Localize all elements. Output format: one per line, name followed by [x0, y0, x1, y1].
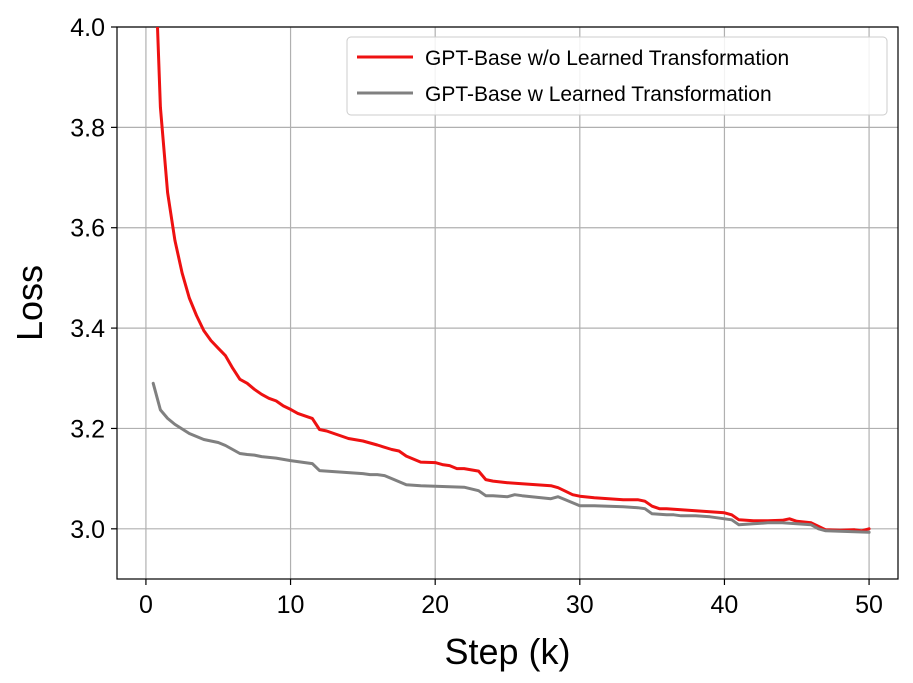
series-lines [151, 27, 871, 534]
y-tick-label: 3.4 [70, 315, 105, 343]
x-axis-label: Step (k) [444, 631, 570, 672]
series-line-1 [156, 27, 871, 533]
y-tick-label: 4.0 [70, 14, 105, 42]
legend-box [346, 36, 888, 116]
axis-ticks: 0 10 20 30 40 50 3.0 3.2 3.4 3.6 3.8 4.0 [70, 14, 883, 619]
x-tick-label: 20 [421, 591, 449, 619]
legend-label: GPT-Base w Learned Transformation [425, 83, 772, 106]
x-tick-label: 0 [139, 591, 153, 619]
x-tick-label: 40 [711, 591, 739, 619]
y-tick-label: 3.8 [70, 114, 105, 142]
y-tick-label: 3.0 [70, 516, 105, 544]
y-tick-label: 3.6 [70, 215, 105, 243]
x-tick-label: 50 [855, 591, 883, 619]
legend: GPT-Base w/o Learned Transformation GPT-B… [346, 36, 888, 116]
y-tick-label: 3.2 [70, 415, 105, 443]
y-axis-label: Loss [9, 265, 50, 341]
legend-label: GPT-Base w/o Learned Transformation [425, 47, 789, 70]
x-tick-label: 30 [566, 591, 594, 619]
x-tick-label: 10 [277, 591, 305, 619]
series-line-2 [151, 381, 871, 534]
plot-area-frame [116, 26, 899, 580]
